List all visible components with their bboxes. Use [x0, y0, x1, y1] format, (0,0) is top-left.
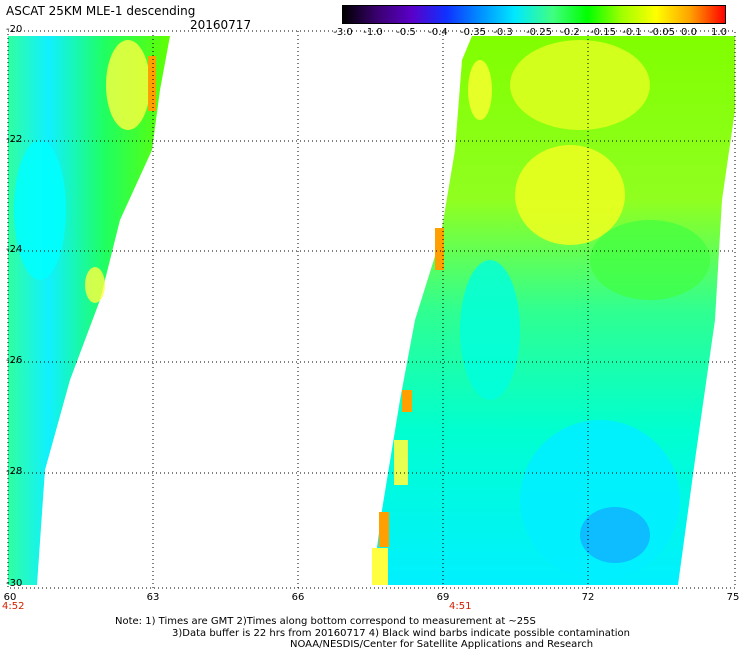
- y-axis-label: -30: [6, 578, 23, 589]
- x-axis-label: 66: [291, 592, 305, 603]
- colorbar-tick: -1.0: [363, 27, 383, 38]
- right-orange-edge: [402, 390, 412, 412]
- x-axis-label: 63: [146, 592, 160, 603]
- left-swath: [8, 36, 170, 585]
- pass-time-right: 4:51: [449, 601, 472, 612]
- pass-time-left: 4:52: [2, 601, 25, 612]
- colorbar: [342, 5, 726, 24]
- colorbar-tick: -0.15: [590, 27, 616, 38]
- left-yellow-patch: [106, 40, 150, 130]
- right-yellow-patch: [468, 60, 492, 120]
- right-yellow-patch: [515, 145, 625, 245]
- colorbar-tick: 1.0: [711, 27, 727, 38]
- right-green-patch: [590, 220, 710, 300]
- note-line-1: Note: 1) Times are GMT 2)Times along bot…: [115, 616, 536, 627]
- y-axis-label: -26: [6, 355, 23, 366]
- y-axis-label: -24: [6, 244, 23, 255]
- left-yellow-patch: [85, 267, 105, 303]
- colorbar-tick: -0.05: [649, 27, 675, 38]
- colorbar-tick: -0.1: [622, 27, 642, 38]
- colorbar-tick: -0.2: [560, 27, 580, 38]
- right-yellow-edge: [372, 548, 388, 585]
- map-title: ASCAT 25KM MLE-1 descending: [6, 4, 196, 18]
- right-yellow-patch: [510, 40, 650, 130]
- y-axis-label: -20: [6, 24, 23, 35]
- right-orange-edge: [435, 228, 444, 270]
- colorbar-tick: -0.4: [428, 27, 448, 38]
- colorbar-tick: -0.3: [493, 27, 513, 38]
- x-axis-label: 72: [581, 592, 595, 603]
- left-cyan-patch: [14, 140, 66, 280]
- left-orange-edge: [148, 56, 156, 111]
- y-axis-label: -28: [6, 466, 23, 477]
- map-date: 20160717: [190, 18, 252, 32]
- colorbar-tick: -3.0: [333, 27, 353, 38]
- x-axis-label: 69: [436, 592, 450, 603]
- right-blue-patch: [580, 507, 650, 563]
- x-axis-label: 75: [726, 592, 740, 603]
- colorbar-tick: 0.0: [681, 27, 697, 38]
- y-axis-label: -22: [6, 134, 23, 145]
- right-orange-edge: [379, 512, 389, 547]
- grid-lines: [8, 31, 735, 588]
- right-yellow-edge: [394, 440, 408, 485]
- note-line-3: NOAA/NESDIS/Center for Satellite Applica…: [290, 639, 594, 650]
- colorbar-tick: -0.5: [396, 27, 416, 38]
- colorbar-tick: -0.35: [460, 27, 486, 38]
- right-cyan-patch: [460, 260, 520, 400]
- colorbar-tick: -0.25: [526, 27, 552, 38]
- note-line-2: 3)Data buffer is 22 hrs from 20160717 4)…: [172, 628, 630, 639]
- x-axis-label: 60: [3, 592, 17, 603]
